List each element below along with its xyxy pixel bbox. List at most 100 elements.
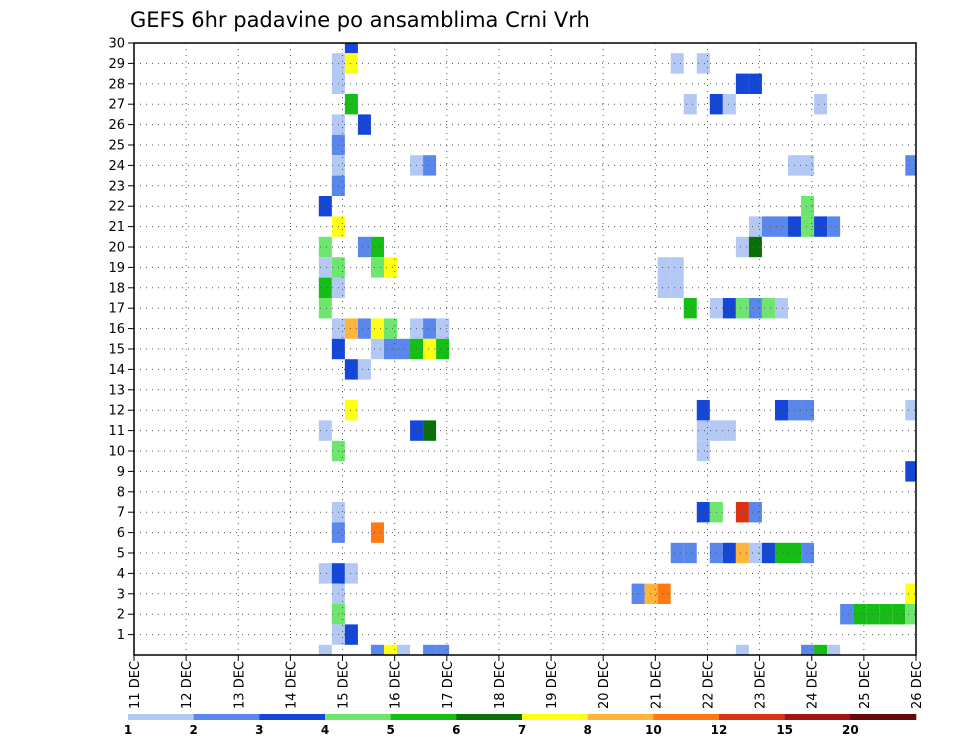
heatmap-cell	[827, 644, 841, 655]
colorbar-label: 12	[711, 723, 728, 737]
y-tick-label: 12	[108, 404, 125, 419]
colorbar-label: 6	[452, 723, 460, 737]
x-tick-label: 26 DEC	[910, 661, 925, 709]
heatmap-cell	[383, 318, 398, 339]
heatmap-cell	[370, 644, 384, 655]
heatmap-cell	[683, 542, 697, 564]
heatmap-cell	[683, 298, 697, 319]
x-tick-label: 23 DEC	[754, 661, 769, 709]
heatmap-cell	[318, 644, 332, 655]
heatmap-cell	[696, 440, 710, 462]
heatmap-cell	[683, 94, 697, 115]
heatmap-cell	[696, 400, 710, 421]
heatmap-cell	[722, 298, 736, 319]
heatmap-cell	[344, 624, 358, 645]
x-tick-label: 12 DEC	[180, 661, 195, 709]
x-tick-label: 16 DEC	[389, 661, 404, 709]
heatmap-cell	[814, 94, 828, 115]
heatmap-cell	[657, 257, 671, 278]
heatmap-cell	[735, 236, 749, 258]
x-tick-label: 20 DEC	[597, 661, 612, 709]
heatmap-cell	[370, 236, 384, 258]
heatmap-cell	[344, 400, 358, 421]
y-tick-label: 5	[117, 547, 125, 562]
y-tick-label: 16	[108, 322, 125, 337]
heatmap-cell	[722, 94, 736, 115]
heatmap-cell	[670, 542, 684, 564]
y-tick-label: 28	[108, 77, 125, 92]
heatmap-cell	[318, 298, 332, 319]
colorbar-label: 7	[518, 723, 526, 737]
colorbar-label: 5	[386, 723, 394, 737]
colorbar-swatch	[128, 714, 194, 720]
heatmap-cell	[748, 236, 762, 258]
heatmap-cell	[905, 461, 916, 482]
colorbar-label: 8	[583, 723, 591, 737]
heatmap-cell	[318, 236, 332, 258]
heatmap-cell	[918, 400, 931, 420]
heatmap-cell	[436, 644, 450, 655]
heatmap-cell	[801, 400, 815, 421]
y-tick-label: 29	[108, 57, 125, 72]
y-tick-label: 22	[108, 200, 125, 215]
y-tick-label: 21	[108, 220, 125, 235]
y-tick-label: 4	[117, 567, 125, 582]
heatmap-cell	[722, 420, 736, 441]
heatmap-cell	[383, 644, 398, 655]
colorbar-swatch	[587, 714, 654, 720]
heatmap-cell	[383, 338, 398, 360]
heatmap-cell	[774, 216, 789, 237]
heatmap-cell	[918, 604, 931, 624]
heatmap-cell	[436, 318, 450, 339]
heatmap-cell	[670, 257, 684, 278]
heatmap-cell	[827, 216, 841, 237]
x-tick-label: 15 DEC	[337, 661, 352, 709]
heatmap-cell	[735, 73, 749, 94]
heatmap-cell	[436, 338, 450, 360]
y-tick-label: 23	[108, 179, 125, 194]
grid-lines	[134, 43, 916, 655]
y-tick-label: 13	[108, 383, 125, 398]
y-tick-label: 26	[108, 118, 125, 133]
heatmap-cell	[722, 542, 736, 564]
heatmap-cell	[357, 318, 371, 339]
y-tick-label: 20	[108, 241, 125, 256]
colorbar-label: 1	[124, 723, 132, 737]
heatmap-cell	[370, 318, 384, 339]
y-tick-label: 7	[117, 506, 125, 521]
heatmap-cell	[774, 298, 789, 319]
heatmap-cell	[318, 420, 332, 441]
y-tick-label: 19	[108, 261, 125, 276]
colorbar-swatch	[719, 714, 785, 720]
heatmap-cell	[670, 277, 684, 298]
y-tick-label: 14	[108, 363, 125, 378]
y-tick-label: 18	[108, 281, 125, 296]
colorbar-swatch	[325, 714, 391, 720]
y-tick-label: 1	[117, 628, 125, 643]
heatmap-cell	[840, 604, 854, 625]
x-tick-label: 21 DEC	[649, 661, 664, 709]
heatmap-cell	[644, 583, 658, 604]
heatmap-cell	[370, 338, 384, 360]
heatmap-cell	[423, 644, 437, 655]
y-tick-label: 24	[108, 159, 125, 174]
colorbar-swatch	[522, 714, 588, 720]
colorbar-label: 3	[255, 723, 263, 737]
heatmap-cell	[318, 257, 332, 278]
heatmap-cell	[774, 542, 789, 564]
colorbar-swatch	[653, 714, 720, 720]
colorbar-swatch	[259, 714, 326, 720]
y-tick-label: 11	[108, 424, 125, 439]
x-tick-label: 19 DEC	[545, 661, 560, 709]
heatmap-cell	[423, 318, 437, 339]
x-tick-label: 24 DEC	[806, 661, 821, 709]
colorbar-swatch	[193, 714, 260, 720]
heatmap-cell	[801, 644, 815, 655]
heatmap-cell	[905, 604, 916, 625]
x-tick-label: 22 DEC	[701, 661, 716, 709]
y-tick-label: 8	[117, 485, 125, 500]
heatmap-cell	[657, 583, 671, 604]
colorbar-swatch	[784, 714, 851, 720]
colorbar-swatch	[850, 714, 917, 720]
